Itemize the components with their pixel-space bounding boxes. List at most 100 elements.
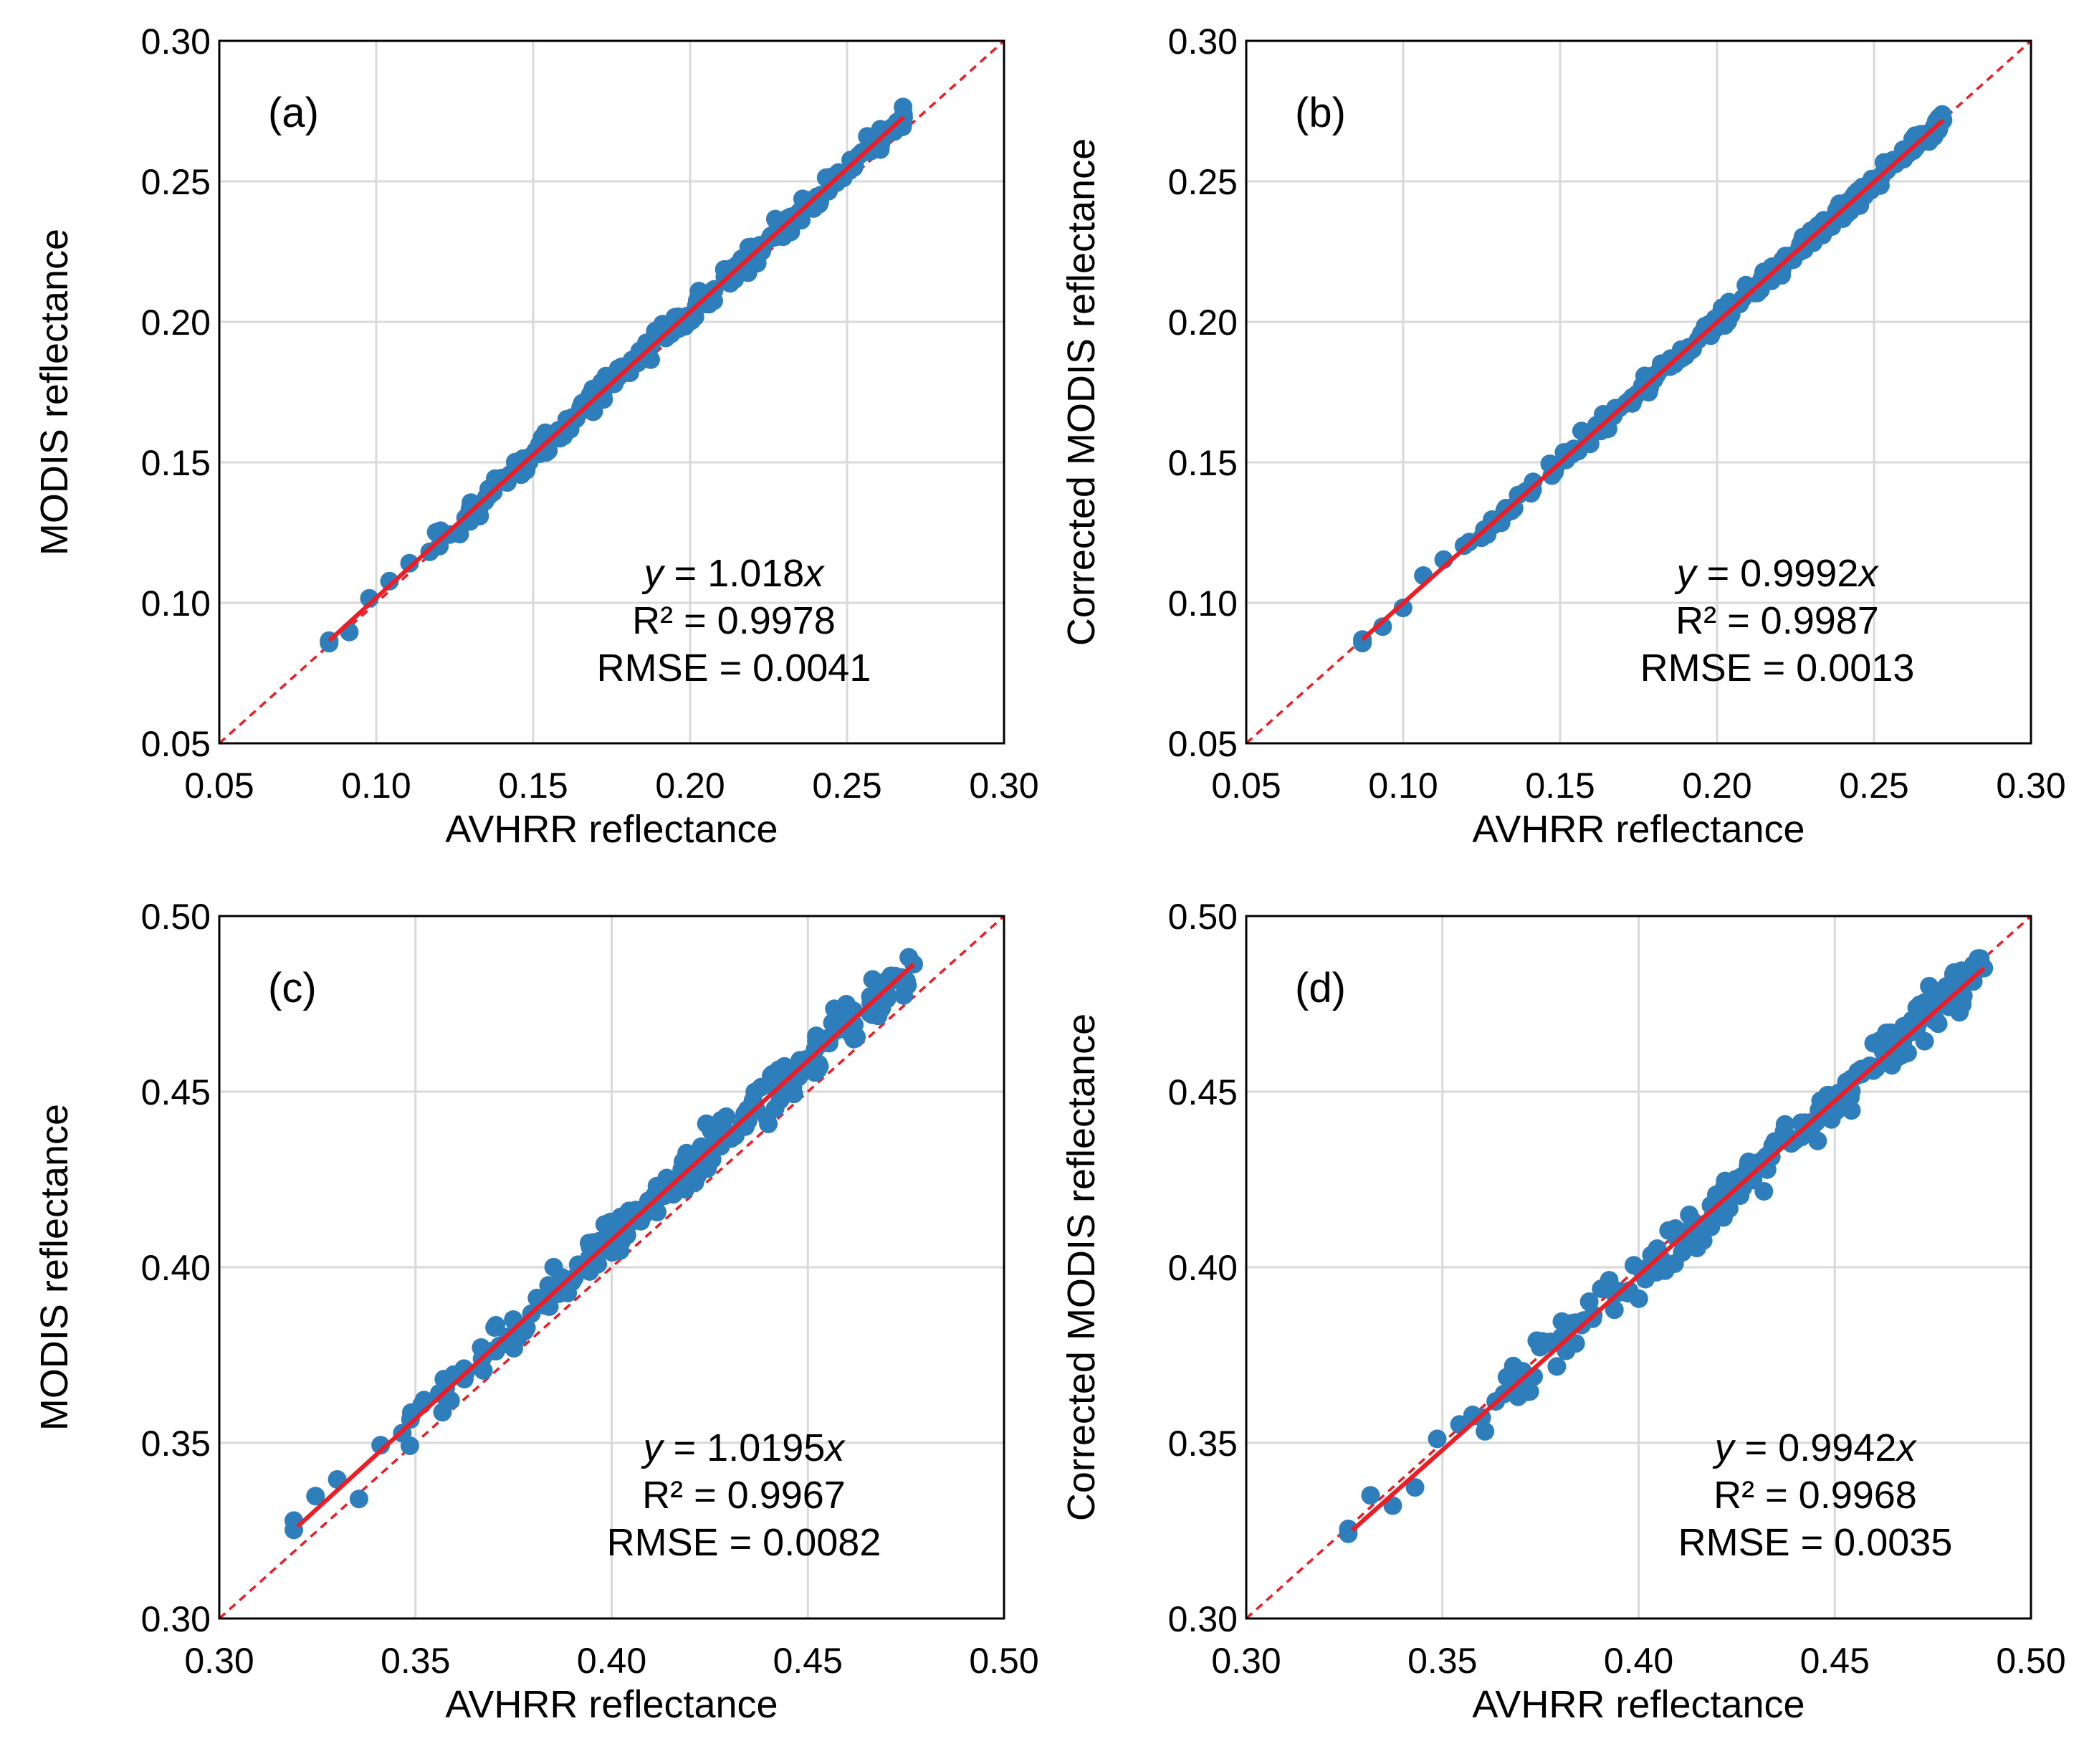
data-point xyxy=(767,1065,786,1084)
data-point xyxy=(1775,1115,1794,1134)
eq-x: x xyxy=(1856,552,1879,595)
data-point xyxy=(869,1000,888,1019)
y-tick-label: 0.05 xyxy=(141,724,211,764)
data-point xyxy=(400,1436,419,1455)
data-point xyxy=(1505,1373,1524,1392)
eq-y: y xyxy=(641,1426,665,1469)
data-point xyxy=(1799,1119,1818,1138)
x-tick-label: 0.35 xyxy=(381,1641,450,1681)
data-point xyxy=(1572,421,1591,441)
data-point xyxy=(815,1030,834,1049)
eq-x: x xyxy=(802,552,825,595)
data-point xyxy=(879,973,898,993)
data-point xyxy=(821,170,841,189)
r-squared: R² = 0.9967 xyxy=(642,1474,846,1517)
data-point xyxy=(1504,499,1524,518)
eq-x: x xyxy=(823,1426,846,1469)
x-tick-label: 0.15 xyxy=(1525,766,1595,806)
x-tick-label: 0.30 xyxy=(184,1641,254,1681)
y-tick-label: 0.35 xyxy=(141,1424,211,1464)
data-point xyxy=(1687,1239,1706,1258)
panel-4: 0.300.30 0.35 0.35 0.40 0.40 0.45 0.45 0.50 0.50… xyxy=(1060,897,2066,1726)
data-point xyxy=(1640,378,1659,397)
x-axis-label: AVHRR reflectance xyxy=(445,1683,778,1726)
x-tick-label: 0.10 xyxy=(1368,766,1438,806)
data-point xyxy=(712,1110,731,1130)
data-point xyxy=(1864,1034,1883,1053)
data-point xyxy=(474,1360,493,1380)
data-point xyxy=(430,537,449,556)
y-tick-label: 0.40 xyxy=(141,1248,211,1288)
data-point xyxy=(601,1237,620,1257)
y-tick-label: 0.40 xyxy=(1168,1248,1238,1288)
data-point xyxy=(1755,1158,1774,1178)
y-tick-label: 0.50 xyxy=(141,897,211,937)
data-point xyxy=(898,976,917,995)
x-tick-label: 0.50 xyxy=(969,1641,1038,1681)
y-tick-label: 0.30 xyxy=(1168,1599,1238,1639)
data-point xyxy=(837,995,856,1014)
data-point xyxy=(400,553,419,573)
data-point xyxy=(720,262,739,281)
data-point xyxy=(765,1099,785,1118)
one-to-one-line xyxy=(219,916,1004,1618)
data-point xyxy=(1521,484,1541,503)
y-axis-label: Corrected MODIS reflectance xyxy=(1060,1014,1103,1521)
data-point xyxy=(434,1370,454,1389)
y-axis-label: MODIS reflectance xyxy=(33,229,76,556)
x-tick-label: 0.15 xyxy=(498,766,568,806)
y-tick-label: 0.05 xyxy=(1168,724,1238,764)
data-point xyxy=(1532,1332,1552,1351)
data-point xyxy=(306,1487,325,1506)
data-point xyxy=(1937,977,1956,996)
x-tick-label: 0.40 xyxy=(577,1641,646,1681)
y-tick-label: 0.20 xyxy=(141,302,211,343)
y-axis-label: Corrected MODIS reflectance xyxy=(1060,138,1103,646)
data-point xyxy=(712,1135,730,1155)
regression-line xyxy=(1350,966,1986,1532)
y-tick-label: 0.15 xyxy=(1168,443,1238,483)
data-point xyxy=(487,1316,505,1335)
x-tick-label: 0.35 xyxy=(1407,1641,1477,1681)
x-tick-label: 0.50 xyxy=(1996,1641,2065,1681)
panel-label: (c) xyxy=(268,965,317,1011)
data-point xyxy=(688,1147,707,1166)
data-point xyxy=(1414,566,1433,585)
eq-coef: = 1.0195 xyxy=(663,1426,826,1469)
plot-frame xyxy=(1245,39,2032,745)
data-point xyxy=(539,1276,558,1295)
y-tick-label: 0.10 xyxy=(141,583,211,624)
fit-equation: y = 1.0195x xyxy=(641,1426,846,1469)
data-point xyxy=(1661,349,1681,368)
panel-2: 0.050.05 0.10 0.10 0.15 0.15 0.20 0.20 0.25 0.25… xyxy=(1060,22,2066,851)
y-tick-label: 0.30 xyxy=(141,1599,211,1639)
r-squared: R² = 0.9987 xyxy=(1676,599,1879,642)
data-point xyxy=(1656,1254,1676,1274)
data-point xyxy=(360,588,379,608)
eq-y: y xyxy=(641,552,666,595)
data-point xyxy=(1476,1421,1495,1441)
y-tick-label: 0.30 xyxy=(1168,22,1238,62)
data-point xyxy=(1739,1152,1758,1171)
data-point xyxy=(785,1069,804,1088)
y-tick-label: 0.50 xyxy=(1168,897,1238,937)
data-point xyxy=(641,350,660,369)
x-tick-label: 0.45 xyxy=(773,1641,843,1681)
x-tick-label: 0.45 xyxy=(1800,1641,1870,1681)
x-axis-label: AVHRR reflectance xyxy=(1472,808,1805,851)
data-point xyxy=(784,1084,803,1104)
y-tick-label: 0.25 xyxy=(1168,162,1238,202)
panel-label: (d) xyxy=(1295,965,1346,1011)
rmse: RMSE = 0.0041 xyxy=(597,647,871,690)
x-tick-label: 0.05 xyxy=(1211,766,1281,806)
data-point xyxy=(842,1025,861,1044)
y-tick-label: 0.20 xyxy=(1168,302,1238,343)
eq-coef: = 1.018 xyxy=(664,552,805,595)
x-tick-label: 0.20 xyxy=(1682,766,1751,806)
data-point xyxy=(1629,1289,1648,1308)
data-point xyxy=(1373,617,1392,637)
data-point xyxy=(1405,1478,1425,1497)
x-tick-label: 0.10 xyxy=(341,766,411,806)
y-axis-label: MODIS reflectance xyxy=(33,1104,76,1431)
data-point xyxy=(1393,599,1413,618)
